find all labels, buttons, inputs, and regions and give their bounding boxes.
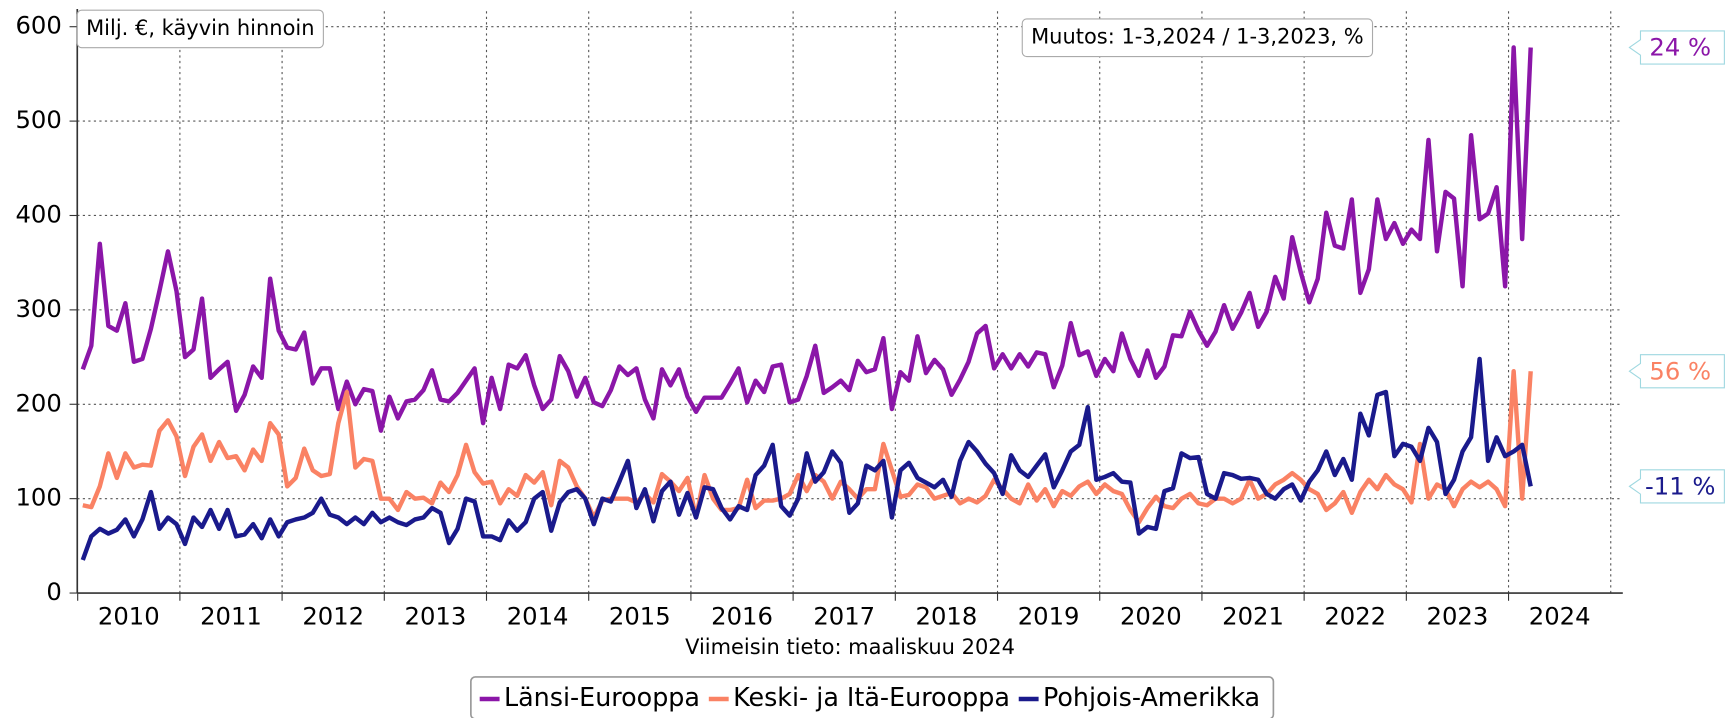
y-tick-label: 300 [15, 294, 61, 323]
line [80, 45, 1533, 433]
note: Muutos: 1-3,2024 / 1-3,2023, % [1021, 18, 1374, 58]
y-tick-label: 400 [15, 199, 61, 228]
x-axis-label: Viimeisin tieto: maaliskuu 2024 [685, 635, 1015, 659]
change-label: -11 % [1645, 471, 1715, 500]
callout-box [1628, 469, 1725, 504]
legend: Länsi-Eurooppa Keski- ja Itä-Eurooppa Pohj… [470, 676, 1275, 718]
callout-box [1628, 354, 1725, 389]
y-tick-label: 600 [15, 11, 61, 40]
x-tick-label: 2010 [98, 601, 160, 630]
legend-label: Pohjois-Amerikka [1043, 682, 1260, 712]
x-tick-label: 2016 [711, 601, 773, 630]
x-tick-label: 2021 [1222, 601, 1284, 630]
legend-label: Länsi-Eurooppa [504, 682, 700, 712]
x-tick-label: 2019 [1018, 601, 1080, 630]
x-tick-label: 2015 [609, 601, 671, 630]
change-callout: 56 % [1628, 354, 1725, 389]
change-callout: 24 % [1628, 30, 1725, 65]
y-tick-label: 200 [15, 388, 61, 417]
line [80, 356, 1533, 561]
note-box [1021, 18, 1374, 58]
x-tick-label: 2011 [200, 601, 262, 630]
x-tick-label: 2022 [1324, 601, 1386, 630]
note-text: Milj. €, käyvin hinnoin [86, 16, 314, 40]
x-tick-label: 2014 [507, 601, 569, 630]
x-tick-label: 2017 [813, 601, 875, 630]
note-box [76, 9, 324, 49]
note: Milj. €, käyvin hinnoin [76, 9, 324, 49]
callout-box [1628, 30, 1725, 65]
x-tick-label: 2018 [916, 601, 978, 630]
note-text: Muutos: 1-3,2024 / 1-3,2023, % [1031, 25, 1364, 49]
legend-box [470, 676, 1275, 718]
x-tick-label: 2012 [302, 601, 364, 630]
y-tick-label: 500 [15, 105, 61, 134]
change-label: 56 % [1649, 356, 1711, 385]
change-label: 24 % [1649, 33, 1711, 62]
line [82, 369, 1533, 525]
x-tick-label: 2023 [1427, 601, 1489, 630]
x-tick-label: 2020 [1120, 601, 1182, 630]
y-tick-label: 100 [15, 483, 61, 512]
y-tick-label: 0 [46, 577, 61, 606]
change-callout: -11 % [1628, 469, 1725, 504]
x-tick-label: 2024 [1529, 601, 1591, 630]
x-tick-label: 2013 [405, 601, 467, 630]
legend-label: Keski- ja Itä-Eurooppa [733, 682, 1010, 712]
